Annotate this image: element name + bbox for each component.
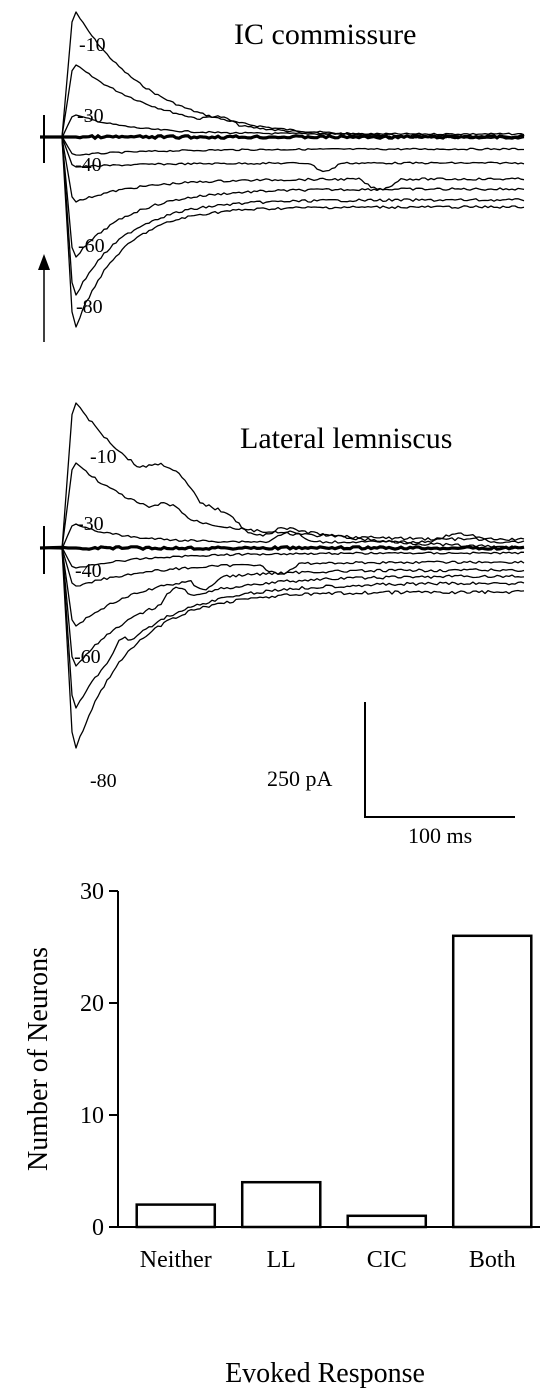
y-axis-title: Number of Neurons: [23, 947, 54, 1171]
y-tick-label-30: 30: [80, 879, 104, 905]
current-trace-3: [39, 523, 525, 550]
trace-label-minus-10: -10: [90, 446, 117, 468]
bar-neither: [135, 1203, 217, 1229]
current-trace-9: [39, 136, 525, 328]
panel-title-ic-commissure: IC commissure: [234, 18, 416, 51]
category-label-ll: LL: [267, 1247, 296, 1273]
current-trace-4: [39, 135, 524, 156]
trace-group-ic-commissure: [39, 11, 525, 328]
current-trace-6: [39, 136, 525, 203]
current-trace-7: [39, 136, 525, 258]
trace-label-minus-30: -30: [77, 513, 104, 535]
panel-bar-chart: 0 10 20 30 Neither LL CIC Both Number of Neuro…: [23, 879, 540, 1389]
y-tick-label-10: 10: [80, 1103, 104, 1129]
trace-label-minus-80: -80: [90, 770, 117, 792]
trace-label-group-ic-commissure: -10 -30 -40 -60 -80: [75, 34, 106, 318]
bar-group: [135, 934, 533, 1229]
current-trace-8: [39, 546, 525, 709]
x-axis-title: Evoked Response: [225, 1358, 425, 1389]
bar-cic: [346, 1214, 428, 1229]
y-tick-group: 0 10 20 30: [80, 879, 118, 1241]
current-trace-6: [39, 547, 525, 627]
trace-label-minus-10: -10: [79, 34, 106, 56]
bar-both: [451, 934, 533, 1229]
stimulus-arrow-head: [38, 254, 50, 270]
trace-label-minus-60: -60: [78, 235, 105, 257]
trace-group-lateral-lemniscus: [39, 402, 525, 749]
trace-label-group-lateral-lemniscus: -10 -30 -40 -60 -80: [74, 446, 117, 792]
current-trace-2: [39, 462, 525, 550]
current-trace-3: [39, 114, 525, 139]
category-label-group: Neither LL CIC Both: [140, 1247, 516, 1273]
category-label-neither: Neither: [140, 1247, 212, 1273]
y-tick-label-20: 20: [80, 991, 104, 1017]
y-tick-label-0: 0: [92, 1215, 104, 1241]
trace-label-minus-30: -30: [77, 105, 104, 127]
current-trace-7: [39, 546, 525, 667]
stimulus-arrow: [38, 254, 50, 342]
baseline-trace: [40, 133, 525, 141]
panel-title-lateral-lemniscus: Lateral lemniscus: [240, 422, 452, 455]
current-trace-5: [40, 547, 525, 587]
scale-bar-time-label: 100 ms: [408, 823, 472, 848]
trace-label-minus-40: -40: [75, 560, 102, 582]
panel-ic-commissure: IC commissure -10 -30 -40 -60 -80: [38, 11, 525, 342]
category-label-both: Both: [469, 1247, 516, 1273]
current-trace-1: [39, 402, 525, 550]
current-trace-4: [39, 546, 525, 569]
bar-ll: [240, 1180, 322, 1229]
trace-label-minus-80: -80: [76, 296, 103, 318]
trace-label-minus-40: -40: [75, 154, 102, 176]
scale-bar-current-label: 250 pA: [267, 766, 333, 791]
category-label-cic: CIC: [367, 1247, 407, 1273]
baseline-trace: [39, 544, 525, 551]
current-trace-5: [39, 136, 525, 173]
scale-bar: 250 pA 100 ms: [267, 702, 515, 848]
trace-label-minus-60: -60: [74, 646, 101, 668]
current-trace-9: [39, 547, 525, 749]
current-trace-8: [39, 136, 525, 296]
panel-lateral-lemniscus: Lateral lemniscus -10 -30 -40 -60 -80 25…: [39, 402, 525, 848]
